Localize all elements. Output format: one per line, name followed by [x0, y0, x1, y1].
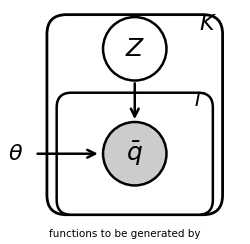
Circle shape [103, 17, 166, 81]
FancyBboxPatch shape [47, 15, 222, 215]
Text: $\bar{q}$: $\bar{q}$ [126, 140, 143, 168]
FancyBboxPatch shape [57, 93, 213, 215]
Text: $Z$: $Z$ [125, 37, 145, 61]
Text: $\theta$: $\theta$ [8, 144, 23, 164]
Text: $K$: $K$ [199, 14, 217, 34]
Circle shape [103, 122, 166, 185]
Text: $T$: $T$ [190, 91, 206, 110]
Text: functions to be generated by: functions to be generated by [49, 229, 201, 239]
